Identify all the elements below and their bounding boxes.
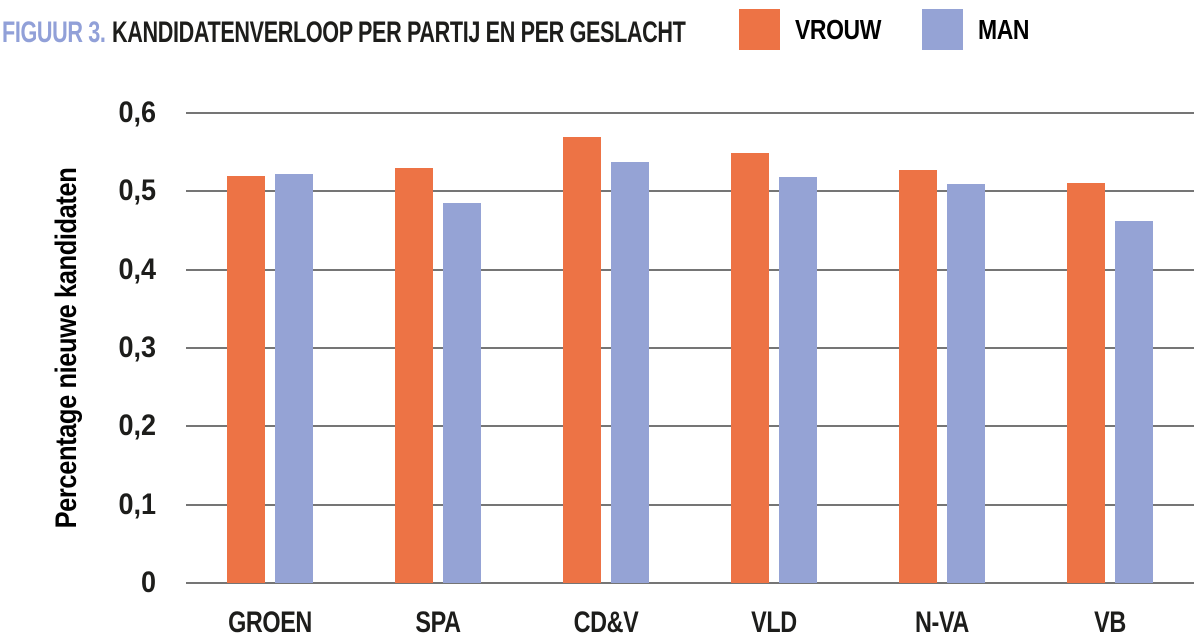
y-tick-label: 0,6 <box>118 96 156 129</box>
bar-cdv-man <box>611 161 649 583</box>
x-axis-label-spa: SPA <box>415 606 461 639</box>
gridline <box>186 268 1194 271</box>
bar-groen-vrouw <box>227 175 265 583</box>
figure-title: FIGUUR 3. KANDIDATENVERLOOP PER PARTIJ EN… <box>2 16 686 50</box>
x-axis-label-cdv: CD&V <box>573 606 639 639</box>
gridline <box>186 503 1194 506</box>
gridline <box>186 347 1194 349</box>
gridline <box>186 112 1194 114</box>
y-tick-label: 0,2 <box>118 409 156 443</box>
x-axis-label-vb: VB <box>1094 606 1126 639</box>
legend-swatch-vrouw-icon <box>739 9 780 50</box>
bar-cdv-vrouw <box>563 136 601 583</box>
bar-spa-vrouw <box>395 167 433 583</box>
bar-vld-vrouw <box>731 152 769 583</box>
gridline <box>186 190 1194 193</box>
y-tick-label: 0 <box>140 566 156 599</box>
legend-label-man: MAN <box>978 13 1030 45</box>
bar-spa-man <box>443 203 481 583</box>
y-tick-label: 0,3 <box>118 331 156 364</box>
bar-groen-man <box>275 174 313 583</box>
legend-label-vrouw: VROUW <box>795 13 881 45</box>
x-axis-label-groen: GROEN <box>228 606 312 639</box>
x-axis-label-nva: N-VA <box>915 606 969 639</box>
bar-vld-man <box>779 177 817 583</box>
bar-vb-man <box>1115 221 1153 583</box>
bar-nva-vrouw <box>899 170 937 583</box>
figure-title-text: KANDIDATENVERLOOP PER PARTIJ EN PER GESL… <box>112 16 686 49</box>
y-tick-label: 0,5 <box>118 174 156 208</box>
legend-item-vrouw: VROUW <box>739 9 900 50</box>
bar-nva-man <box>947 184 985 583</box>
plot-area <box>186 112 1194 584</box>
y-tick-label: 0,1 <box>118 487 156 521</box>
legend-item-man: MAN <box>922 9 1040 50</box>
y-tick-label: 0,4 <box>118 252 156 286</box>
bar-vb-vrouw <box>1067 182 1105 583</box>
gridline <box>186 425 1194 428</box>
legend-swatch-man-icon <box>922 9 963 50</box>
x-axis-label-vld: VLD <box>751 606 797 639</box>
figure-number-label: FIGUUR 3. <box>2 16 106 49</box>
x-axis-baseline <box>186 582 1194 584</box>
